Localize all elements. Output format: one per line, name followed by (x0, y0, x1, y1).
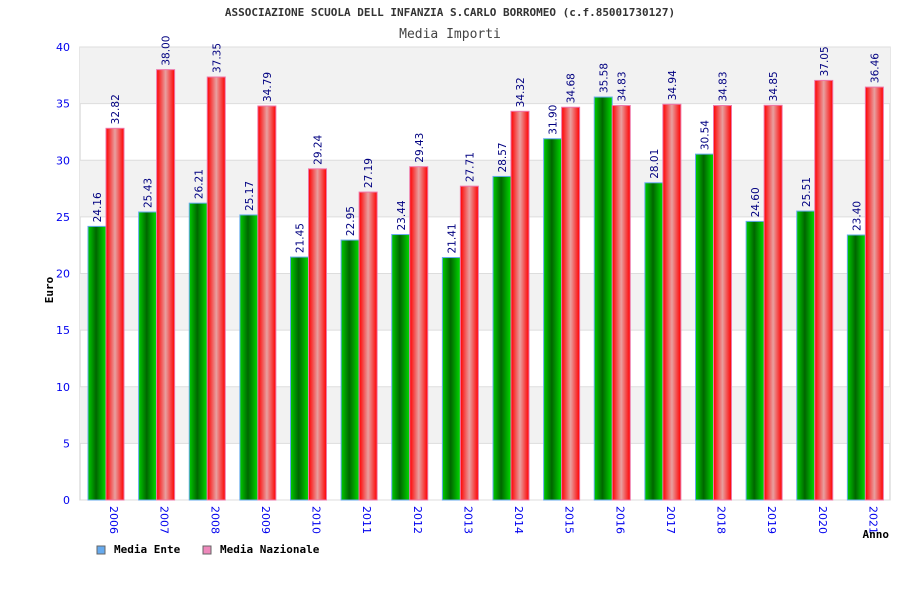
data-label: 28.01 (649, 149, 661, 179)
x-tick-label: 2008 (208, 506, 221, 534)
data-label: 23.40 (851, 201, 863, 231)
bar-media-ente (695, 153, 714, 501)
legend-swatch-ente (96, 545, 106, 555)
x-tick-label: 2015 (563, 506, 576, 534)
bar-media-nazionale (561, 106, 581, 501)
bar-media-ente (290, 256, 309, 501)
x-tick-label: 2014 (512, 506, 525, 534)
data-label: 28.57 (497, 142, 509, 172)
x-tick-label: 2019 (765, 506, 778, 534)
x-tick-label: 2007 (158, 506, 171, 534)
bar-media-ente (340, 239, 360, 501)
bar-media-nazionale (864, 86, 884, 501)
data-label: 23.44 (396, 200, 408, 230)
data-label: 37.05 (819, 46, 831, 76)
x-tick-label: 2011 (360, 506, 373, 534)
bar-media-ente (846, 234, 866, 501)
y-tick-label: 0 (63, 494, 70, 507)
x-tick-label: 2013 (461, 506, 474, 534)
y-tick-label: 25 (56, 211, 70, 224)
bar-media-ente (644, 182, 664, 501)
x-tick-label: 2018 (715, 506, 728, 534)
data-label: 21.45 (295, 223, 307, 253)
data-label: 34.83 (718, 71, 730, 101)
data-label: 38.00 (161, 36, 173, 66)
bar-media-nazionale (105, 127, 125, 501)
legend-swatch-nazionale (202, 545, 212, 555)
bar-media-ente (593, 96, 613, 501)
bar-media-ente (138, 211, 158, 501)
bar-media-ente (796, 210, 816, 501)
bar-media-ente (239, 214, 259, 501)
data-label: 34.94 (667, 70, 679, 100)
y-tick-label: 35 (56, 98, 70, 111)
bar-media-ente (391, 234, 411, 501)
bar-media-nazionale (156, 69, 176, 501)
data-label: 34.83 (616, 71, 628, 101)
x-tick-label: 2021 (866, 506, 879, 534)
data-label: 27.71 (464, 152, 476, 182)
bar-media-nazionale (459, 185, 479, 501)
bar-media-nazionale (814, 79, 834, 501)
y-axis-label: Euro (43, 276, 56, 303)
data-label: 35.58 (598, 63, 610, 93)
bar-media-nazionale (409, 166, 429, 501)
x-tick-label: 2017 (664, 506, 677, 534)
bar-media-ente (188, 202, 208, 501)
bar-media-nazionale (713, 105, 732, 501)
bar-media-nazionale (611, 105, 631, 501)
chart-subtitle: Media Importi (399, 27, 501, 42)
y-tick-label: 20 (56, 268, 70, 281)
data-label: 34.68 (566, 73, 578, 103)
data-label: 34.32 (515, 77, 527, 107)
data-label: 34.79 (262, 72, 274, 102)
x-tick-label: 2009 (259, 506, 272, 534)
legend-label-ente: Media Ente (114, 543, 181, 556)
y-tick-label: 40 (56, 41, 70, 54)
data-label: 25.51 (801, 177, 813, 207)
data-label: 22.95 (345, 206, 357, 236)
data-label: 34.85 (768, 71, 780, 101)
bar-media-nazionale (662, 103, 682, 501)
data-label: 29.24 (313, 134, 325, 164)
chart-title: ASSOCIAZIONE SCUOLA DELL INFANZIA S.CARL… (225, 6, 675, 19)
x-tick-label: 2012 (411, 506, 424, 534)
data-label: 21.41 (446, 223, 458, 253)
data-label: 25.17 (244, 181, 256, 211)
y-tick-label: 30 (56, 154, 70, 167)
data-label: 37.35 (211, 43, 223, 73)
data-label: 25.43 (143, 178, 155, 208)
data-label: 29.43 (414, 133, 426, 163)
data-label: 24.16 (92, 192, 104, 222)
data-label: 27.19 (363, 158, 375, 188)
legend: Media Ente Media Nazionale (96, 543, 320, 556)
data-label: 30.54 (700, 120, 712, 150)
bar-media-ente (543, 138, 563, 501)
data-label: 32.82 (110, 94, 122, 124)
bar-media-nazionale (358, 191, 378, 501)
y-tick-label: 10 (56, 381, 70, 394)
bar-media-nazionale (763, 104, 783, 501)
x-tick-label: 2020 (816, 506, 829, 534)
bar-media-nazionale (257, 105, 277, 501)
bar-media-ente (492, 175, 512, 501)
bar-media-ente (87, 225, 107, 501)
bar-media-ente (441, 257, 461, 501)
x-tick-label: 2006 (107, 506, 120, 534)
bar-media-nazionale (206, 76, 226, 501)
data-label: 24.60 (750, 187, 762, 217)
data-label: 36.46 (869, 53, 881, 83)
x-axis-label: Anno (863, 528, 890, 541)
x-tick-label: 2016 (613, 506, 626, 534)
bar-media-nazionale (308, 168, 327, 501)
data-label: 26.21 (193, 169, 205, 199)
bar-media-nazionale (510, 110, 530, 501)
bar-media-ente (745, 220, 765, 501)
x-tick-label: 2010 (310, 506, 323, 534)
y-tick-label: 5 (63, 437, 70, 450)
data-label: 31.90 (548, 105, 560, 135)
legend-label-nazionale: Media Nazionale (220, 543, 320, 556)
y-tick-label: 15 (56, 324, 70, 337)
